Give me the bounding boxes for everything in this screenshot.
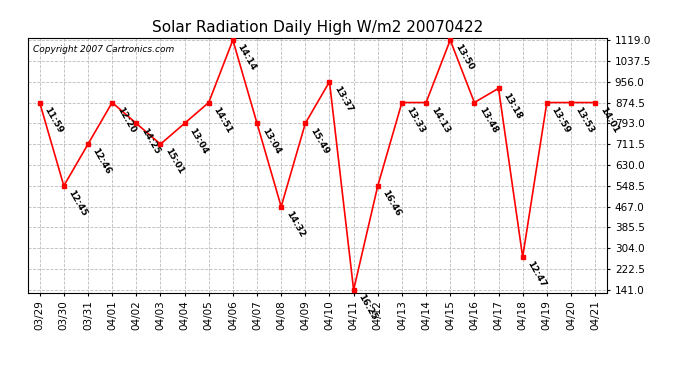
Text: 14:01: 14:01	[598, 105, 620, 135]
Title: Solar Radiation Daily High W/m2 20070422: Solar Radiation Daily High W/m2 20070422	[152, 20, 483, 35]
Text: 15:49: 15:49	[308, 126, 331, 156]
Text: 14:25: 14:25	[139, 126, 161, 156]
Text: 13:18: 13:18	[502, 91, 524, 120]
Text: 16:46: 16:46	[381, 189, 403, 218]
Text: 15:01: 15:01	[164, 147, 185, 176]
Text: 13:53: 13:53	[574, 105, 596, 135]
Text: 13:50: 13:50	[453, 43, 475, 72]
Text: 14:51: 14:51	[212, 105, 234, 135]
Text: 16:25: 16:25	[357, 293, 379, 322]
Text: 14:14: 14:14	[236, 43, 258, 72]
Text: 12:20: 12:20	[115, 105, 137, 135]
Text: 12:45: 12:45	[67, 189, 89, 218]
Text: 13:48: 13:48	[477, 105, 500, 135]
Text: 13:04: 13:04	[188, 126, 210, 155]
Text: 12:46: 12:46	[91, 147, 113, 176]
Text: 13:33: 13:33	[405, 105, 427, 135]
Text: 13:04: 13:04	[260, 126, 282, 155]
Text: Copyright 2007 Cartronics.com: Copyright 2007 Cartronics.com	[33, 45, 175, 54]
Text: 14:13: 14:13	[429, 105, 451, 135]
Text: 13:37: 13:37	[333, 84, 355, 114]
Text: 13:59: 13:59	[550, 105, 572, 135]
Text: 14:32: 14:32	[284, 209, 306, 239]
Text: 11:59: 11:59	[43, 105, 65, 135]
Text: 12:47: 12:47	[526, 260, 548, 289]
